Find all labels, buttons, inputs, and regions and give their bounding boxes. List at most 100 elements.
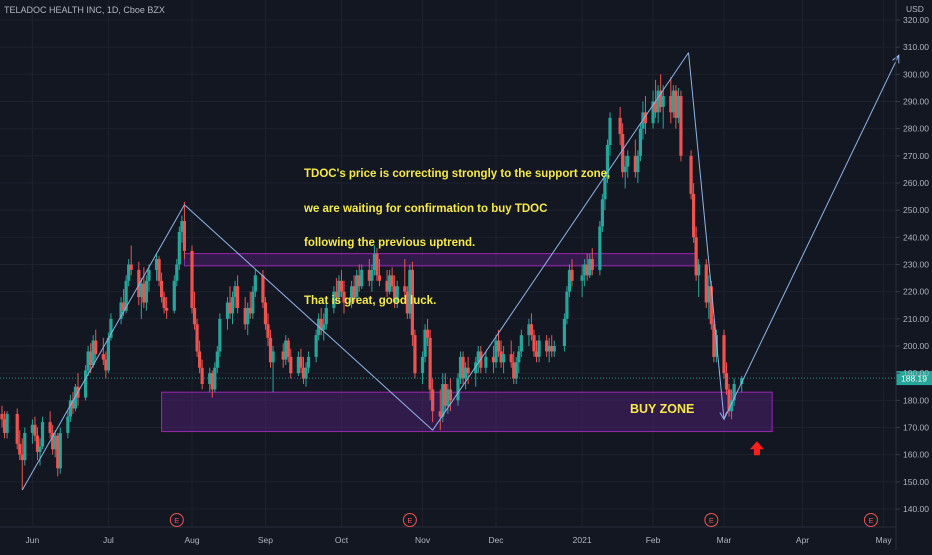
candle-body	[281, 351, 285, 360]
candle	[142, 267, 146, 308]
candle	[669, 77, 673, 124]
candle-body	[709, 286, 713, 325]
buy-zone-rect	[161, 391, 773, 433]
candle-body	[289, 356, 293, 374]
candle-body	[182, 221, 186, 251]
candle-body	[509, 354, 513, 363]
candle	[626, 150, 630, 178]
candle	[545, 335, 549, 357]
candle	[251, 286, 255, 319]
candle-body	[676, 96, 680, 118]
candle-body	[585, 264, 589, 276]
candle-body	[740, 378, 744, 385]
candle-body	[372, 253, 376, 270]
candle	[534, 340, 539, 363]
candle-body	[704, 264, 708, 303]
candle-body	[144, 280, 148, 303]
candle-body	[218, 318, 222, 352]
candle	[56, 432, 60, 477]
candle-body	[53, 435, 57, 450]
candle-body	[304, 367, 308, 379]
candle-body	[192, 307, 197, 325]
candle-body	[588, 259, 592, 276]
candle	[494, 335, 498, 368]
candle	[23, 427, 27, 466]
price-tick-label: 260.00	[903, 178, 929, 188]
candle	[352, 275, 356, 303]
candle-body	[360, 269, 364, 287]
candle	[656, 85, 660, 124]
candles	[0, 74, 744, 490]
candle	[697, 259, 701, 298]
price-axis[interactable]: 140.00 150.00 160.00 170.00 180.00 190.00 200.…	[895, 0, 929, 550]
candle	[692, 183, 696, 243]
candle-body	[552, 346, 556, 352]
candle-body	[385, 280, 389, 292]
candle	[210, 370, 214, 398]
candle	[230, 291, 235, 325]
candle	[182, 202, 186, 260]
candle	[73, 384, 78, 412]
candle	[104, 351, 108, 379]
candle-body	[236, 286, 240, 308]
candle-body	[441, 384, 445, 417]
candle-body	[15, 413, 19, 444]
candle	[385, 269, 389, 298]
candle	[51, 424, 55, 455]
candle-body	[529, 324, 534, 336]
candle	[395, 280, 399, 308]
candle-body	[545, 340, 549, 352]
price-tick-label: 290.00	[903, 97, 929, 107]
candle	[603, 172, 607, 211]
candle-body	[669, 96, 673, 113]
candle-body	[732, 384, 736, 401]
candle-body	[0, 413, 4, 420]
time-tick-label: 2021	[573, 535, 592, 545]
candle	[390, 267, 394, 292]
candle-body	[730, 400, 734, 412]
candle	[529, 313, 534, 341]
earnings-marker-icon	[704, 513, 719, 527]
candle	[689, 150, 693, 200]
candle-body	[38, 446, 42, 452]
candle-body	[707, 286, 711, 303]
candle	[431, 378, 435, 423]
candle	[466, 356, 470, 385]
candle-body	[562, 318, 566, 346]
candle	[428, 329, 432, 401]
candle	[474, 356, 478, 387]
price-tick-label: 300.00	[903, 69, 929, 79]
candle-body	[448, 389, 452, 401]
candle	[448, 378, 452, 412]
candle	[0, 405, 4, 428]
candle	[322, 313, 326, 341]
candle	[334, 278, 338, 303]
candle-body	[491, 356, 496, 363]
candle	[339, 269, 344, 298]
buy-zone-label: BUY ZONE	[630, 402, 695, 416]
candle	[499, 340, 503, 368]
candle-body	[464, 367, 468, 379]
candle	[172, 275, 176, 314]
candle	[367, 259, 371, 287]
candle-body	[122, 302, 126, 311]
candle	[712, 318, 716, 363]
candle	[377, 259, 382, 287]
candle	[438, 389, 442, 431]
earnings-marker-letter: E	[868, 516, 873, 525]
candle-body	[643, 112, 648, 124]
candle-body	[654, 101, 658, 113]
candle	[375, 248, 379, 281]
candle	[48, 411, 52, 439]
time-axis[interactable]: Jun Jul Aug Sep Oct Nov Dec 2021 Feb Mar Apr May	[26, 535, 893, 545]
candle	[299, 348, 303, 374]
candle-body	[190, 250, 194, 308]
candle	[740, 375, 744, 393]
candle-body	[172, 280, 176, 311]
candle	[727, 384, 731, 417]
price-tick-label: 230.00	[903, 260, 929, 270]
candle-body	[352, 286, 356, 298]
candle	[58, 427, 62, 474]
